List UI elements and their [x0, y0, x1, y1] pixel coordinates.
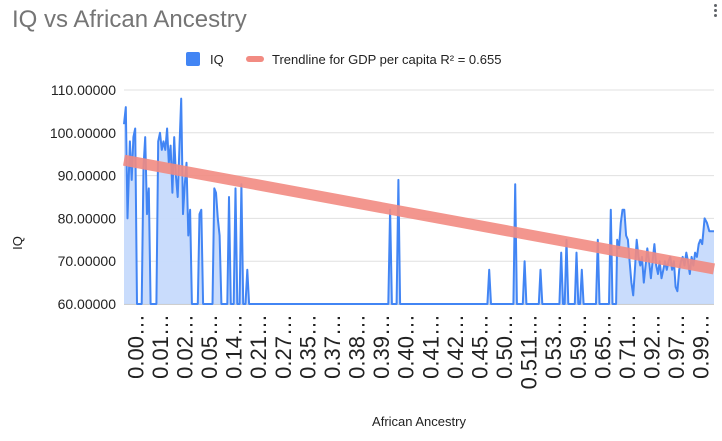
trendline-group — [123, 154, 715, 275]
legend: IQ Trendline for GDP per capita R² = 0.6… — [186, 52, 501, 67]
y-tick-label: 80.00000 — [58, 210, 117, 226]
legend-swatch-iq — [186, 52, 200, 66]
x-tick-label: 0.01… — [148, 314, 173, 379]
x-axis-ticks: 0.00… 0.01… 0.02… 0.05… 0.14… 0.21… 0.27… 0.35…… — [123, 314, 713, 389]
y-tick-label: 100.00000 — [50, 125, 116, 141]
y-tick-label: 90.00000 — [58, 168, 117, 184]
x-tick-label: 0.38… — [345, 314, 370, 379]
x-tick-label: 0.99… — [689, 314, 714, 379]
x-tick-label: 0.65… — [590, 314, 615, 379]
chart-title: IQ vs African Ancestry — [12, 6, 247, 33]
series-iq — [123, 97, 714, 305]
x-tick-label: 0.35… — [295, 314, 320, 379]
x-tick-label: 0.42… — [443, 314, 468, 379]
y-tick-label: 70.00000 — [58, 253, 117, 269]
x-tick-label: 0.05… — [197, 314, 222, 379]
x-tick-label: 0.02… — [173, 314, 198, 379]
y-tick-label: 110.00000 — [51, 82, 116, 98]
x-tick-label: 0.27… — [271, 314, 296, 379]
legend-label-iq: IQ — [210, 52, 224, 67]
x-tick-label: 0.511… — [517, 314, 542, 389]
x-tick-label: 0.14… — [222, 314, 247, 379]
x-tick-label: 0.00… — [123, 314, 148, 379]
series-iq-line — [123, 97, 714, 305]
x-tick-label: 0.97… — [664, 314, 689, 379]
x-tick-label: 0.41… — [418, 314, 443, 379]
x-tick-label: 0.53… — [541, 314, 566, 379]
x-tick-label: 0.40… — [394, 314, 419, 379]
x-tick-label: 0.39… — [369, 314, 394, 379]
more-vert-icon[interactable] — [713, 2, 719, 20]
trendline — [123, 154, 715, 275]
x-tick-label: 0.92… — [640, 314, 665, 379]
y-tick-label: 60.00000 — [58, 296, 117, 312]
x-axis-title: African Ancestry — [372, 414, 466, 429]
legend-swatch-trendline — [246, 56, 264, 62]
x-tick-label: 0.37… — [320, 314, 345, 379]
x-tick-label: 0.50… — [492, 314, 517, 379]
x-tick-label: 0.45… — [468, 314, 493, 379]
x-tick-label: 0.59… — [566, 314, 591, 379]
x-tick-label: 0.71… — [615, 314, 640, 379]
x-tick-label: 0.21… — [246, 314, 271, 379]
y-axis-ticks: 60.00000 70.00000 80.00000 90.00000 100.0000… — [50, 82, 116, 312]
legend-label-trendline: Trendline for GDP per capita R² = 0.655 — [272, 52, 501, 67]
y-axis-title: IQ — [10, 236, 25, 250]
